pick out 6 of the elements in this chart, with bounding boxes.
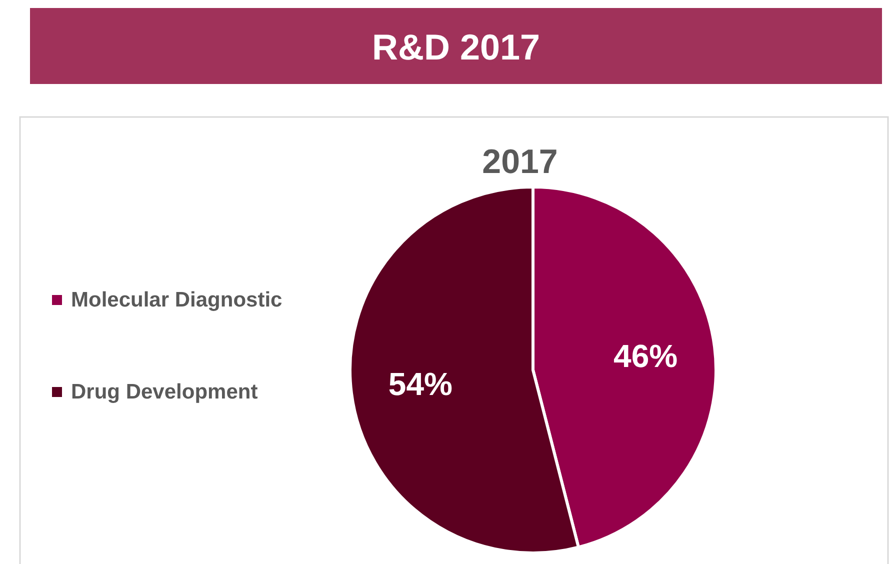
data-label: 54% bbox=[388, 366, 452, 402]
chart-subtitle: 2017 bbox=[482, 143, 558, 181]
chart-title: R&D 2017 bbox=[372, 26, 540, 68]
data-label: 46% bbox=[614, 338, 678, 374]
legend-label: Drug Development bbox=[71, 380, 258, 404]
legend-label: Molecular Diagnostic bbox=[71, 288, 283, 312]
